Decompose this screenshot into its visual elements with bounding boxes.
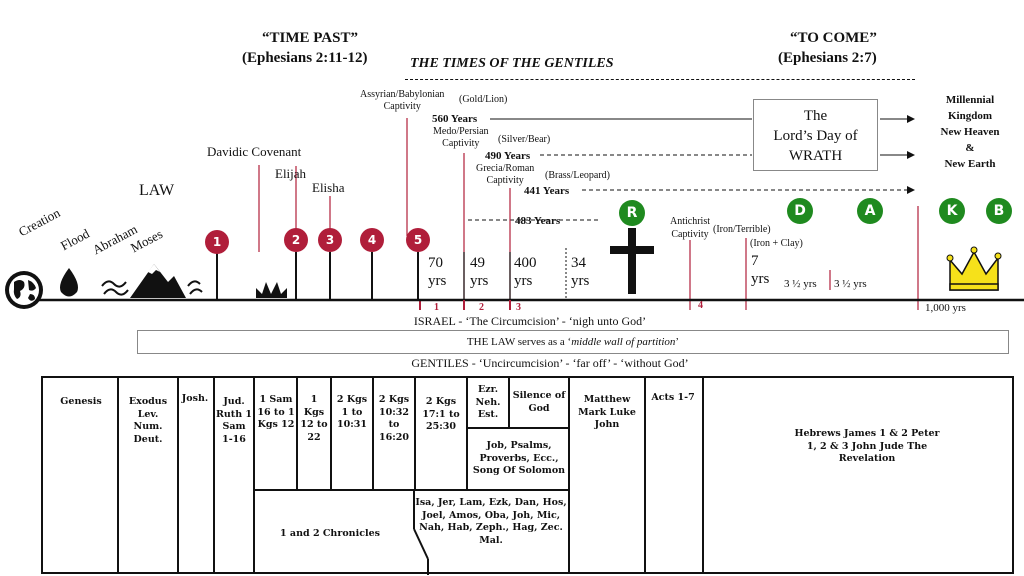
span-number: 70 — [428, 255, 443, 271]
to-come-reference: (Ephesians 2:7) — [778, 50, 877, 66]
441-years-label: 441 Years — [524, 185, 570, 197]
book-1sam-1kgs: 1 Sam 16 to 1 Kgs 12 — [257, 394, 295, 430]
span-number: 49 — [470, 255, 485, 271]
label-line: Captivity — [442, 138, 480, 149]
axis-mark-4: 4 — [698, 300, 703, 311]
elijah-label: Elijah — [275, 166, 307, 181]
lords-day-of-wrath-box: The Lord’s Day of WRATH — [753, 99, 878, 171]
to-come-heading: “TO COME” — [790, 30, 877, 46]
brass-leopard-label: (Brass/Leopard) — [545, 170, 610, 181]
span-unit: yrs — [751, 271, 770, 287]
label-line: Medo/Persian — [433, 126, 489, 137]
kingdom-line: New Earth — [944, 158, 996, 170]
label-line: Captivity — [383, 101, 421, 112]
green-marker-d: D — [787, 198, 813, 224]
book-exodus-deut: Exodus Lev. Num. Deut. — [128, 396, 168, 445]
kingdom-line: Kingdom — [947, 110, 992, 122]
red-marker-3: 3 — [318, 228, 342, 252]
wrath-line: WRATH — [788, 148, 843, 164]
law-label: LAW — [139, 182, 175, 199]
book-2kgs-a: 2 Kgs 1 to 10:31 — [336, 394, 368, 430]
gentiles-dashed-line — [405, 79, 915, 80]
wrath-line: The — [803, 108, 828, 124]
law-italic: middle wall of partition — [571, 336, 676, 348]
grecia-roman-label: Grecia/Roman Captivity — [476, 163, 534, 187]
millennial-kingdom-label: Millennial Kingdom New Heaven & New Eart… — [930, 92, 1010, 172]
time-past-heading: “TIME PAST” — [262, 30, 358, 46]
iron-clay-label: (Iron + Clay) — [750, 238, 803, 249]
red-marker-4: 4 — [360, 228, 384, 252]
law-wall-band: THE LAW serves as a ‘middle wall of part… — [137, 330, 1009, 354]
label-line: Grecia/Roman — [476, 163, 535, 174]
green-marker-b: B — [986, 198, 1012, 224]
gold-lion-label: (Gold/Lion) — [459, 94, 508, 105]
span-number: 400 — [514, 255, 537, 271]
red-marker-2: 2 — [284, 228, 308, 252]
label-line: Assyrian/Babylonian — [360, 89, 445, 100]
span-unit: yrs — [514, 273, 533, 289]
half-week-first: 3 ½ yrs — [784, 278, 817, 290]
books-table — [41, 376, 1014, 574]
book-wisdom: Job, Psalms, Proverbs, Ecc., Song Of Sol… — [472, 440, 566, 476]
millennium-years: 1,000 yrs — [925, 302, 966, 314]
span-49-years: 49 yrs — [470, 254, 488, 290]
green-marker-a: A — [857, 198, 883, 224]
book-ezra-esther: Ezr. Neh. Est. — [475, 384, 501, 420]
gentiles-band: GENTILES - ‘Uncircumcision’ - ‘far off’ … — [411, 356, 689, 370]
davidic-covenant-label: Davidic Covenant — [207, 144, 302, 159]
span-unit: yrs — [470, 273, 489, 289]
label-line: Captivity — [486, 175, 524, 186]
span-34-years: 34 yrs — [571, 254, 589, 290]
span-number: 7 — [751, 253, 759, 269]
times-of-gentiles-heading: THE TIMES OF THE GENTILES — [410, 56, 614, 71]
axis-mark-1: 1 — [434, 302, 439, 313]
israel-band: ISRAEL - ‘The Circumcision’ - ‘nigh unto… — [413, 314, 647, 328]
silver-bear-label: (Silver/Bear) — [498, 134, 551, 145]
iron-terrible-label: (Iron/Terrible) — [713, 224, 771, 235]
label-line: Captivity — [671, 229, 709, 240]
book-joshua: Josh. — [181, 393, 209, 404]
span-unit: yrs — [428, 273, 447, 289]
book-gospels: Matthew Mark Luke John — [578, 394, 636, 430]
half-week-second: 3 ½ yrs — [834, 278, 867, 290]
time-past-reference: (Ephesians 2:11-12) — [242, 50, 368, 66]
red-marker-1: 1 — [205, 230, 229, 254]
490-years-label: 490 Years — [485, 150, 531, 162]
kingdom-line: & — [965, 142, 975, 154]
book-judges-ruth: Jud. Ruth 1 Sam 1-16 — [216, 396, 253, 445]
medo-persian-label: Medo/Persian Captivity — [433, 126, 489, 150]
book-2kgs-b: 2 Kgs 10:32 to 16:20 — [378, 394, 410, 443]
span-number: 34 — [571, 255, 586, 271]
assyrian-captivity-label: Assyrian/Babylonian Captivity — [360, 89, 444, 113]
span-unit: yrs — [571, 273, 590, 289]
span-400-years: 400 yrs — [514, 254, 537, 290]
wrath-line: Lord’s Day of — [773, 128, 858, 144]
elisha-label: Elisha — [312, 180, 345, 195]
label-line: Antichrist — [670, 216, 710, 227]
483-years-label: 483 Years — [515, 215, 561, 227]
antichrist-captivity-label: Antichrist Captivity — [670, 215, 710, 241]
book-acts: Acts 1-7 — [651, 392, 695, 403]
law-text: ’ — [675, 336, 680, 348]
law-text: THE LAW serves as a ‘ — [466, 336, 572, 348]
silence-of-god: Silence of God — [512, 390, 566, 414]
book-2kgs-c: 2 Kgs 17:1 to 25:30 — [422, 396, 460, 432]
560-years-label: 560 Years — [432, 113, 478, 125]
span-70-years: 70 yrs — [428, 254, 446, 290]
span-7-years: 7 yrs — [751, 252, 769, 288]
axis-mark-3: 3 — [516, 302, 521, 313]
book-epistles-revelation: Hebrews James 1 & 2 Peter 1, 2 & 3 John … — [794, 428, 940, 464]
book-chronicles: 1 and 2 Chronicles — [280, 528, 380, 539]
kingdom-line: New Heaven — [940, 126, 1000, 138]
book-prophets: Isa, Jer, Lam, Ezk, Dan, Hos, Joel, Amos… — [415, 497, 567, 546]
book-genesis: Genesis — [60, 396, 102, 407]
book-1kgs: 1 Kgs 12 to 22 — [300, 394, 328, 443]
green-marker-r: R — [619, 200, 645, 226]
axis-mark-2: 2 — [479, 302, 484, 313]
green-marker-k: K — [939, 198, 965, 224]
table-slant — [413, 489, 429, 575]
kingdom-line: Millennial — [945, 94, 995, 106]
red-marker-5: 5 — [406, 228, 430, 252]
